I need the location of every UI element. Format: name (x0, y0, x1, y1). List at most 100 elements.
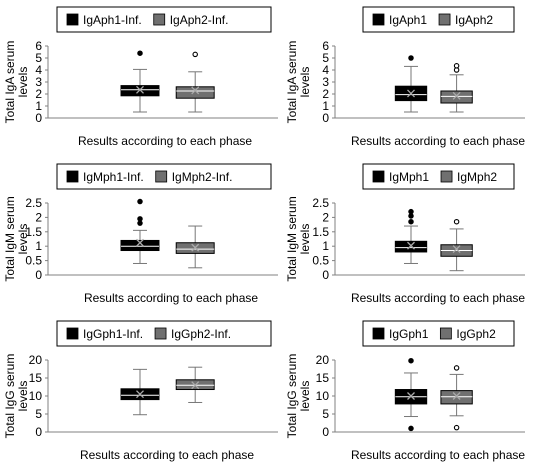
chart-1: IgAph1-Inf. IgAph2-Inf. Total IgA serumlev… (3, 6, 278, 148)
box-2 (175, 366, 215, 403)
box-body (440, 90, 473, 104)
legend-swatch-1 (66, 170, 79, 183)
legend-swatch-1 (66, 327, 79, 340)
mean-marker (452, 91, 461, 100)
box-body (175, 86, 215, 99)
y-tick-label: 3 (35, 75, 42, 89)
x-axis-label: Results according to each phase (351, 134, 525, 148)
y-axis-label: Total IgA serumlevels (3, 41, 30, 124)
box-1 (120, 198, 160, 264)
y-tick-label: 2.5 (312, 196, 329, 210)
y-axis-label: Total IgM serumlevels (3, 196, 30, 281)
legend-label-2: IgAph2 (455, 13, 493, 27)
outlier-point (408, 213, 414, 219)
legend-swatch-1 (372, 170, 385, 183)
y-tick-label: 0 (322, 425, 329, 439)
y-tick-label: 3 (322, 75, 329, 89)
legend-swatch-2 (154, 327, 167, 340)
outlier-point (408, 218, 414, 225)
legend-label-1: IgMph1-Inf. (83, 170, 144, 184)
box-body (394, 240, 428, 253)
y-tick-label: 2 (322, 87, 329, 101)
mean-marker (136, 390, 144, 399)
y-tick-label: 0 (35, 425, 42, 439)
x-axis-label: Results according to each phase (84, 291, 258, 305)
y-axis-label: Total IgA serumlevels (285, 41, 312, 124)
box-1 (120, 368, 160, 416)
y-tick-label: 0 (322, 268, 329, 282)
y-tick-label: 10 (29, 389, 43, 403)
mean-marker (407, 241, 415, 250)
mean-marker (407, 89, 415, 98)
y-tick-label: 1.5 (312, 225, 329, 239)
legend-swatch-2 (439, 327, 452, 340)
box-2 (175, 51, 215, 113)
y-tick-label: 2 (322, 210, 329, 224)
outlier-point (137, 50, 143, 56)
x-axis-label: Results according to each phase (351, 291, 525, 305)
mean-marker (407, 392, 415, 400)
legend-swatch-2 (153, 13, 166, 26)
legend-label-2: IgGph2-Inf. (171, 327, 231, 341)
y-tick-label: 5 (35, 51, 42, 65)
box-1 (120, 50, 160, 113)
outlier-point (408, 357, 414, 364)
y-axis-label: Total IgM serumlevels (285, 196, 312, 281)
mean-marker (191, 381, 200, 390)
box-1 (394, 357, 428, 432)
legend-label-2: IgMph2-Inf. (172, 170, 233, 184)
y-tick-label: 5 (322, 51, 329, 65)
legend-swatch-1 (372, 13, 385, 26)
outlier-point (408, 425, 414, 432)
legend-box (362, 163, 515, 190)
outlier-point (453, 424, 460, 431)
mean-marker (452, 245, 461, 254)
y-tick-label: 15 (316, 371, 330, 385)
legend-label-1: IgGph1 (389, 327, 429, 341)
y-tick-label: 5 (322, 407, 329, 421)
box-2 (440, 63, 473, 113)
mean-marker (191, 86, 200, 95)
y-axis-label: Total IgG serumlevels (3, 354, 30, 439)
y-tick-label: 20 (29, 353, 43, 367)
y-tick-label: 15 (29, 371, 43, 385)
legend-box (362, 6, 515, 33)
y-tick-label: 0 (35, 111, 42, 125)
outlier-point (408, 208, 414, 215)
legend-label-1: IgAph1 (389, 13, 427, 27)
y-tick-label: 1.5 (25, 225, 42, 239)
y-tick-label: 6 (35, 39, 42, 53)
legend-swatch-1 (372, 327, 385, 340)
outlier-point (453, 365, 460, 371)
y-tick-label: 6 (322, 39, 329, 53)
outlier-point (137, 220, 143, 226)
mean-marker (136, 85, 144, 94)
chart-5: IgGph1-Inf. IgGph2-Inf. Total IgG serumlev… (3, 320, 278, 462)
y-tick-label: 1 (35, 239, 42, 253)
outlier-point (137, 216, 143, 222)
outlier-point (137, 198, 143, 205)
y-tick-label: 1 (322, 239, 329, 253)
chart-3: IgMph1-Inf. IgMph2-Inf. Total IgM serumlev… (3, 163, 278, 305)
mean-marker (136, 238, 144, 247)
y-axis-label: Total IgG serumlevels (285, 354, 312, 439)
y-tick-label: 2 (35, 210, 42, 224)
box-body (120, 239, 160, 252)
y-tick-label: 0 (322, 111, 329, 125)
outlier-point (408, 55, 414, 61)
mean-marker (452, 392, 461, 400)
y-tick-label: 1 (322, 99, 329, 113)
chart-6: IgGph1 IgGph2 Total IgG serumlevels 0 5 10 15 2… (285, 320, 525, 462)
outlier-point (453, 63, 460, 69)
box-1 (394, 208, 428, 264)
y-tick-label: 0.5 (25, 254, 42, 268)
legend-label-1: IgMph1 (389, 170, 429, 184)
chart-2: IgAph1 IgAph2 Total IgA serumlevels 0123456… (285, 6, 525, 148)
box-2 (440, 365, 473, 431)
legend-box (362, 320, 515, 347)
legend-swatch-2 (438, 13, 451, 26)
legend-swatch-2 (440, 170, 453, 183)
legend-label-2: IgMph2 (457, 170, 497, 184)
legend-label-1: IgGph1-Inf. (83, 327, 143, 341)
